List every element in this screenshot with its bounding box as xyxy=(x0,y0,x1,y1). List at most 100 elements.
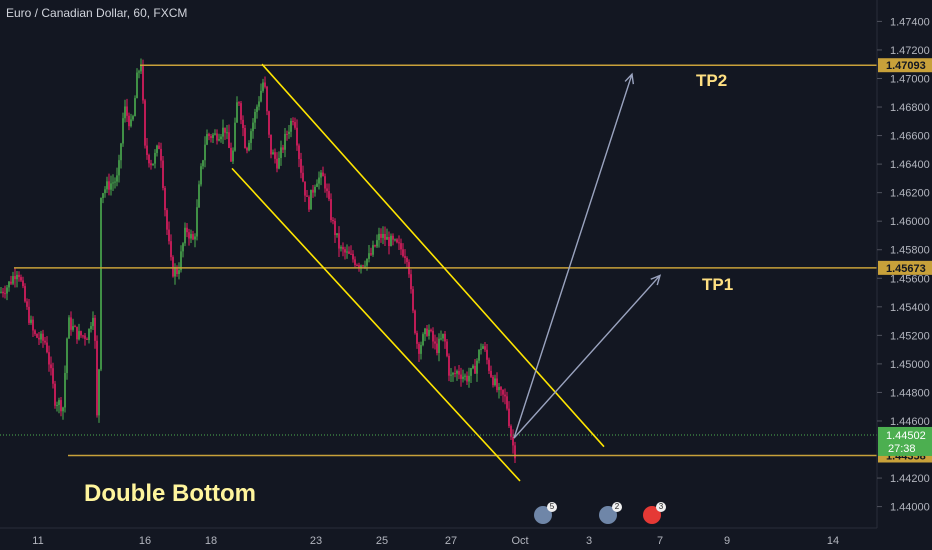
candle-body xyxy=(6,287,8,294)
price-tick-label: 1.45600 xyxy=(890,273,930,285)
candle-body xyxy=(144,100,146,146)
candle-body xyxy=(284,133,286,150)
event-count-badge: 5 xyxy=(547,502,557,512)
candle-body xyxy=(156,145,158,153)
candle-body xyxy=(330,199,332,221)
candle-body xyxy=(296,127,298,146)
time-tick-label: 25 xyxy=(376,535,388,547)
candle-body xyxy=(88,329,90,341)
candle-body xyxy=(178,270,180,275)
candle-body xyxy=(482,346,484,349)
candle-body xyxy=(386,236,388,240)
candle-body xyxy=(238,102,240,104)
candle-body xyxy=(242,119,244,129)
candle-body xyxy=(72,326,74,330)
candle-body xyxy=(374,245,376,247)
globe-event-icon[interactable]: 5 xyxy=(534,502,557,524)
candle-body xyxy=(422,334,424,346)
candle-body xyxy=(68,317,70,339)
candle-body xyxy=(474,365,476,374)
time-tick-label: 3 xyxy=(586,535,592,547)
price-tick-label: 1.44000 xyxy=(890,502,930,514)
candle-body xyxy=(84,335,86,339)
tp2-label: TP2 xyxy=(696,71,728,90)
level-tag-text: 1.47093 xyxy=(886,60,926,72)
canada-flag-event-icon[interactable]: 3 xyxy=(643,502,666,524)
time-tick-label: 11 xyxy=(32,535,43,547)
price-tick-label: 1.47400 xyxy=(890,16,930,28)
candle-body xyxy=(198,184,200,208)
candle-body xyxy=(318,177,320,184)
candle-body xyxy=(494,378,496,386)
candle-body xyxy=(128,115,130,127)
level-tag-text: 1.45673 xyxy=(886,263,926,275)
candle-body xyxy=(348,251,350,254)
time-axis-panel[interactable] xyxy=(0,528,932,550)
candle-body xyxy=(138,71,140,73)
candle-body xyxy=(36,333,38,338)
candle-body xyxy=(340,247,342,249)
level-tag-bg xyxy=(878,260,932,275)
candle-body xyxy=(290,121,292,132)
time-axis-ticks: 11 16 18 23 25 27 Oct 3 7 9 14 xyxy=(32,535,839,547)
candle-body xyxy=(272,152,274,155)
candle-body xyxy=(254,111,256,123)
candle-body xyxy=(108,181,110,190)
candle-body xyxy=(350,253,352,255)
candle-body xyxy=(506,396,508,409)
candle-body xyxy=(180,251,182,271)
candle-body xyxy=(384,234,386,240)
candle-body xyxy=(300,159,302,173)
candle-body xyxy=(4,293,6,295)
candle-body xyxy=(466,375,468,382)
candles-group xyxy=(0,58,516,463)
candle-body xyxy=(266,86,268,112)
candle-body xyxy=(504,394,506,397)
candle-body xyxy=(54,383,56,406)
candle-body xyxy=(468,375,470,382)
event-count-badge: 2 xyxy=(612,502,622,512)
candle-body xyxy=(490,370,492,377)
price-tick-label: 1.45000 xyxy=(890,359,930,371)
candle-body xyxy=(398,242,400,244)
candle-body xyxy=(420,345,422,354)
globe-event-icon[interactable]: 2 xyxy=(599,502,622,524)
candle-body xyxy=(112,182,114,184)
candle-body xyxy=(30,319,32,323)
candle-body xyxy=(376,240,378,247)
time-tick-label: 27 xyxy=(445,535,457,547)
candle-body xyxy=(40,333,42,340)
candle-body xyxy=(130,119,132,127)
candle-body xyxy=(360,265,362,268)
candle-body xyxy=(38,337,40,340)
candle-body xyxy=(498,387,500,391)
current-tag-bg xyxy=(878,426,932,456)
candle-body xyxy=(146,145,148,155)
candle-body xyxy=(32,319,34,331)
candle-body xyxy=(186,227,188,233)
time-tick-label: 16 xyxy=(139,535,151,547)
candle-body xyxy=(24,286,26,302)
price-tick-label: 1.45200 xyxy=(890,330,930,342)
candle-body xyxy=(252,122,254,132)
candle-body xyxy=(26,301,28,307)
candle-body xyxy=(394,239,396,241)
candle-body xyxy=(324,176,326,189)
price-axis-ticks: 1.47400 1.47200 1.47000 1.46800 1.46600 1.464… xyxy=(877,16,930,514)
candle-body xyxy=(10,281,12,284)
candle-body xyxy=(470,368,472,376)
candle-body xyxy=(162,160,164,188)
candle-body xyxy=(456,371,458,374)
candle-body xyxy=(450,374,452,376)
candle-body xyxy=(74,326,76,328)
candle-body xyxy=(96,340,98,416)
candle-body xyxy=(400,243,402,250)
candle-body xyxy=(476,360,478,374)
candle-body xyxy=(370,253,372,255)
candle-body xyxy=(458,371,460,375)
candle-body xyxy=(206,134,208,145)
candle-body xyxy=(488,359,490,371)
tp1-label: TP1 xyxy=(702,275,734,294)
